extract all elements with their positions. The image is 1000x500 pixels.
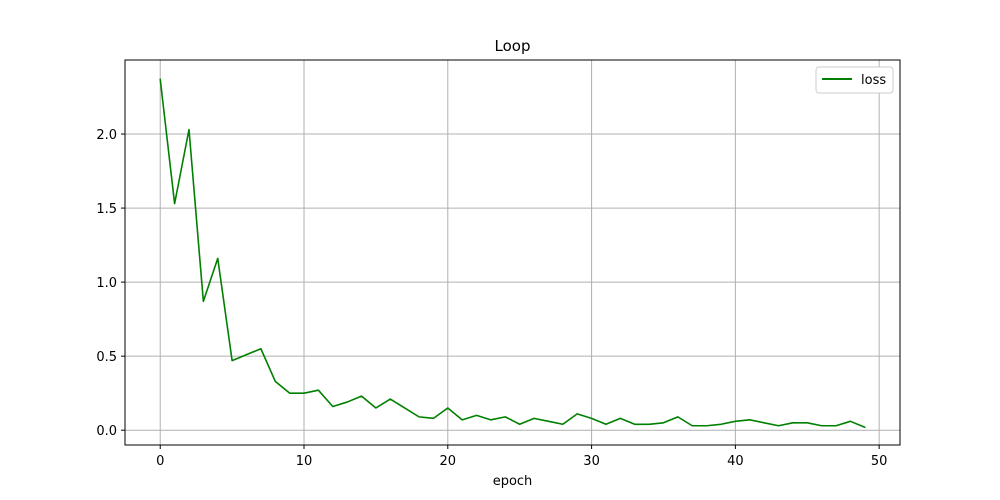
y-tick-label: 1.5 (96, 202, 117, 217)
plot-frame (124, 59, 901, 446)
grid (125, 60, 900, 445)
x-tick-label: 30 (583, 454, 600, 469)
x-tick-label: 20 (440, 454, 457, 469)
series-line-loss (159, 78, 866, 429)
x-tick-label: 10 (296, 454, 313, 469)
legend: loss (815, 66, 894, 94)
x-axis-ticks: 0 10 20 30 40 50 (156, 445, 887, 469)
series-layer (159, 78, 866, 429)
x-tick-label: 40 (727, 454, 744, 469)
y-tick-label: 1.0 (96, 276, 117, 291)
plot-area (125, 60, 900, 445)
y-tick-label: 0.5 (96, 350, 117, 365)
x-tick-label: 0 (156, 454, 164, 469)
x-tick-label: 50 (871, 454, 888, 469)
legend-label-loss: loss (861, 73, 886, 88)
y-tick-label: 0.0 (96, 424, 117, 439)
legend-box (815, 66, 894, 94)
y-axis-ticks: 0.0 0.5 1.0 1.5 2.0 (96, 128, 125, 439)
chart-title: Loop (495, 37, 531, 55)
x-axis-label: epoch (493, 474, 533, 489)
y-tick-label: 2.0 (96, 128, 117, 143)
